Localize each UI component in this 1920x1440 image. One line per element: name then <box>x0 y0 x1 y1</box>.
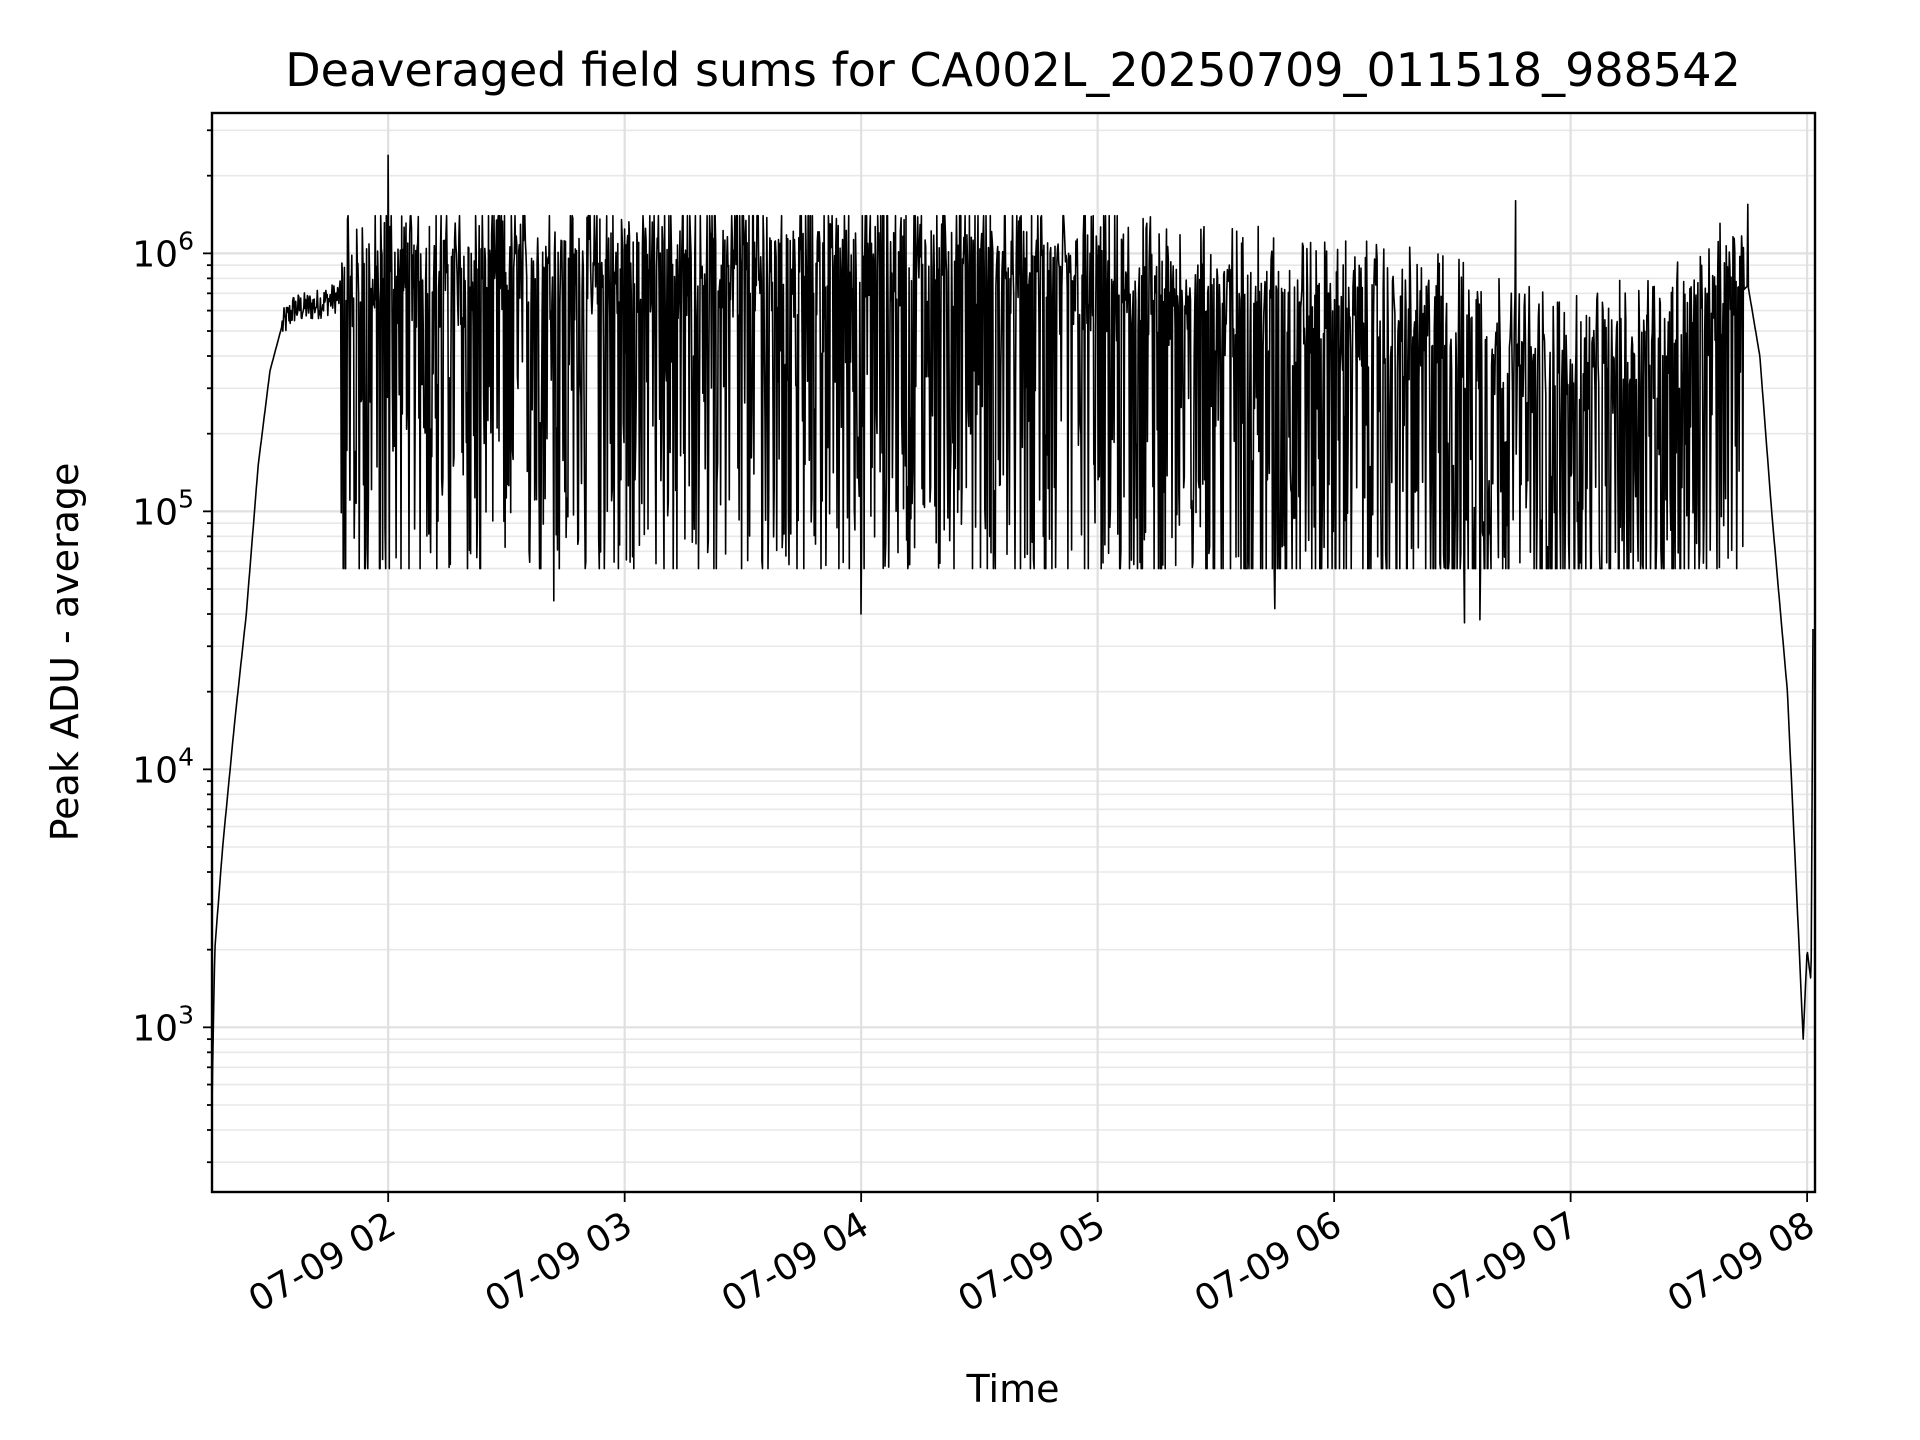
y-axis: 103 104 105 106 <box>132 129 212 1164</box>
y-tick-label: 103 <box>132 1000 194 1049</box>
y-tick-label: 106 <box>132 226 194 275</box>
y-axis-label: Peak ADU - average <box>43 463 87 842</box>
grid-lines <box>212 113 1815 1192</box>
chart-title: Deaveraged field sums for CA002L_2025070… <box>285 43 1740 97</box>
y-tick-label: 104 <box>132 742 194 791</box>
series-area <box>212 154 1814 1106</box>
x-axis-label: Time <box>966 1367 1060 1411</box>
series-line-peak-adu <box>212 154 1814 1106</box>
y-tick-label: 105 <box>132 484 194 533</box>
plot-frame <box>210 111 1817 1194</box>
